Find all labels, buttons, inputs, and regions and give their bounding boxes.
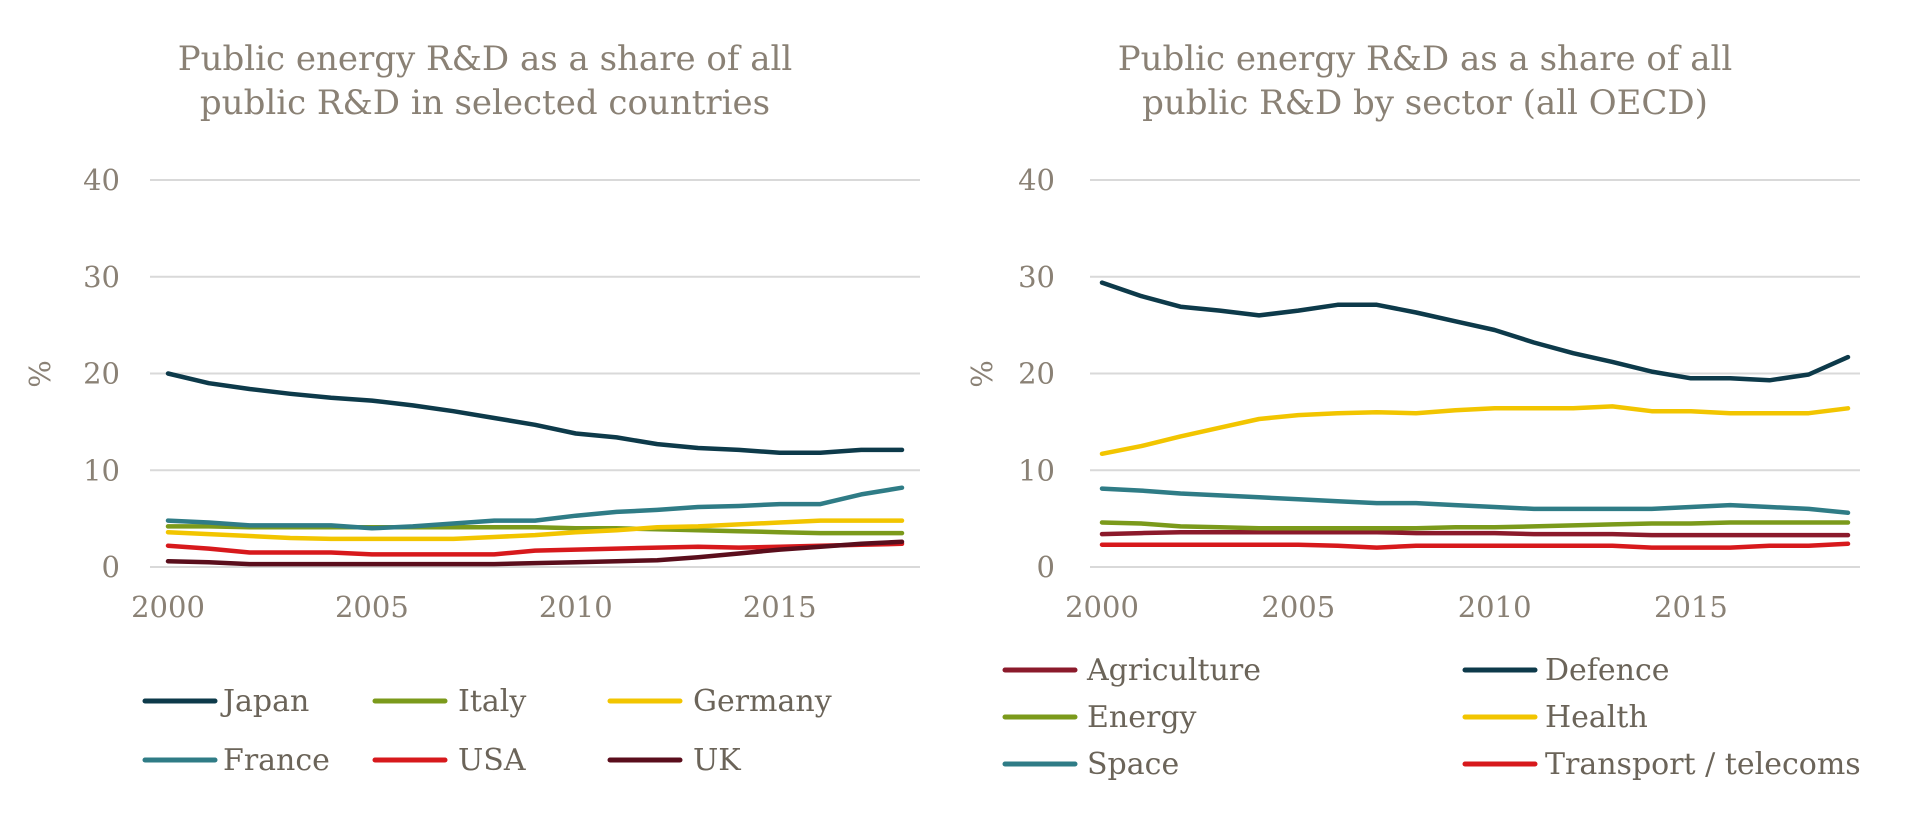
legend-label: Defence xyxy=(1545,653,1670,688)
legend: Agriculture Defence Energy Health Space Trans… xyxy=(1002,653,1861,782)
y-tick-label: 10 xyxy=(83,453,120,487)
series-line-transport-telecoms xyxy=(1099,541,1851,550)
series-line-energy xyxy=(1099,520,1851,531)
legend-item: Japan xyxy=(142,684,309,719)
legend-item: Transport / telecoms xyxy=(1462,747,1861,782)
y-tick-label: 20 xyxy=(1018,357,1055,391)
y-tick-label: 40 xyxy=(83,163,120,197)
y-axis-label: % xyxy=(23,360,57,388)
y-tick-label: 40 xyxy=(1018,163,1055,197)
x-tick-label: 2010 xyxy=(539,590,613,624)
legend-label: Japan xyxy=(220,684,309,719)
y-tick-label: 20 xyxy=(83,357,120,391)
legend-label: USA xyxy=(458,743,526,778)
x-tick-label: 2015 xyxy=(1654,590,1728,624)
legend: Japan Italy Germany France USA UK xyxy=(142,684,832,778)
y-tick-label: 10 xyxy=(1018,453,1055,487)
legend-label: France xyxy=(223,743,330,778)
y-tick-label: 0 xyxy=(102,550,120,584)
series-line-defence xyxy=(1099,280,1851,383)
y-tick-label: 30 xyxy=(1018,260,1055,294)
series-line-japan xyxy=(165,371,905,456)
legend-label: Energy xyxy=(1087,700,1197,735)
x-tick-label: 2010 xyxy=(1458,590,1532,624)
legend-item: Agriculture xyxy=(1002,653,1261,688)
series-line-uk xyxy=(165,539,905,567)
y-tick-label: 0 xyxy=(1037,550,1055,584)
series-line-space xyxy=(1099,486,1851,516)
chart-2: Public energy R&D as a share of allpubli… xyxy=(965,39,1861,782)
legend-item: UK xyxy=(607,743,741,778)
chart-title-line-1: Public energy R&D as a share of all xyxy=(1118,39,1733,79)
y-axis-label: % xyxy=(965,360,999,388)
chart-title-line-2: public R&D by sector (all OECD) xyxy=(1142,83,1708,123)
legend-item: Energy xyxy=(1002,700,1197,735)
legend-item: Germany xyxy=(607,684,832,719)
legend-label: Space xyxy=(1087,747,1179,782)
legend-item: Defence xyxy=(1462,653,1670,688)
x-tick-label: 2000 xyxy=(1065,590,1139,624)
chart-title-line-1: Public energy R&D as a share of all xyxy=(178,39,793,79)
legend-label: Health xyxy=(1545,700,1648,735)
chart-1: Public energy R&D as a share of allpubli… xyxy=(23,39,920,778)
legend-label: UK xyxy=(693,743,741,778)
series-line-agriculture xyxy=(1099,529,1851,538)
series-line-usa xyxy=(165,541,905,557)
x-tick-label: 2000 xyxy=(131,590,205,624)
legend-label: Italy xyxy=(458,684,526,719)
series-line-france xyxy=(165,485,905,531)
legend-item: USA xyxy=(372,743,526,778)
x-tick-label: 2005 xyxy=(335,590,409,624)
series-line-germany xyxy=(165,518,905,542)
legend-label: Agriculture xyxy=(1086,653,1261,688)
x-tick-label: 2005 xyxy=(1261,590,1335,624)
legend-label: Germany xyxy=(693,684,832,719)
series-line-health xyxy=(1099,404,1851,457)
legend-item: Italy xyxy=(372,684,526,719)
legend-item: France xyxy=(142,743,330,778)
legend-item: Health xyxy=(1462,700,1648,735)
legend-item: Space xyxy=(1002,747,1179,782)
legend-label: Transport / telecoms xyxy=(1545,747,1861,782)
chart-title-line-2: public R&D in selected countries xyxy=(200,83,770,123)
y-tick-label: 30 xyxy=(83,260,120,294)
x-tick-label: 2015 xyxy=(743,590,817,624)
